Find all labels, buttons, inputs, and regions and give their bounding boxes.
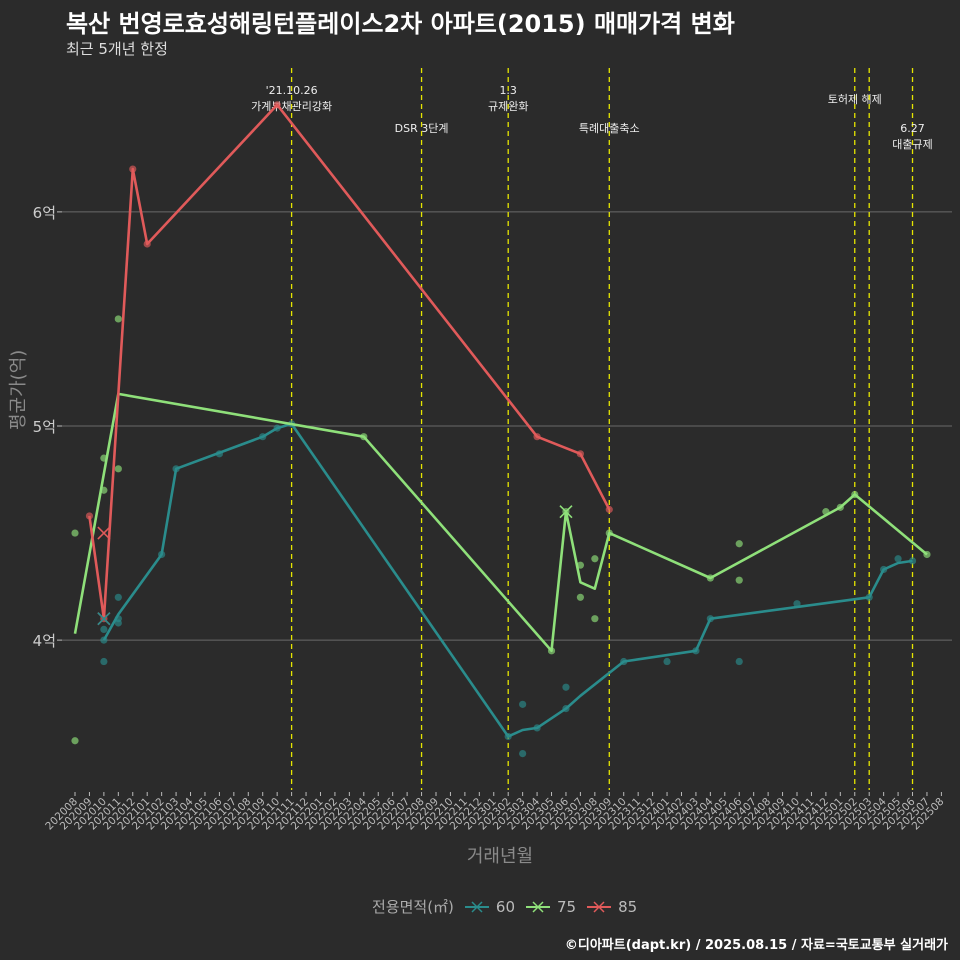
event-label: 1.3 xyxy=(499,84,517,97)
source-caption: ©디아파트(dapt.kr) / 2025.08.15 / 자료=국토교통부 실… xyxy=(564,938,948,953)
data-point-60 xyxy=(114,593,122,601)
data-point-60 xyxy=(735,657,743,666)
y-tick-label: 5억 xyxy=(33,418,56,436)
x-axis-label: 거래년월 xyxy=(466,846,534,867)
cross-marker-60 xyxy=(97,612,111,626)
data-point-75 xyxy=(114,465,122,473)
event-label: 가계부채관리강화 xyxy=(251,100,332,113)
data-point-60 xyxy=(894,555,902,563)
legend-label-85: 85 xyxy=(618,897,638,916)
legend-item-60: 60 xyxy=(464,898,515,916)
event-label: 토허제 해제 xyxy=(828,92,882,106)
series-line-60 xyxy=(102,422,913,738)
y-axis-label: 평균가(억) xyxy=(8,349,29,430)
legend: 전용면적(㎡) 60 75 85 xyxy=(372,896,637,917)
series-line-75 xyxy=(73,392,928,653)
legend-swatch-85 xyxy=(587,900,612,913)
data-point-60 xyxy=(908,557,917,565)
data-point-60 xyxy=(663,657,671,666)
y-tick-label: 4억 xyxy=(33,632,56,650)
chart-subtitle: 최근 5개년 한정 xyxy=(66,40,168,58)
y-tick-label: 6억 xyxy=(33,204,56,222)
data-point-60 xyxy=(100,625,108,634)
event-label: DSR 3단계 xyxy=(395,122,449,135)
event-label: 특례대출축소 xyxy=(579,122,640,135)
event-label: 6.27 xyxy=(900,122,925,135)
data-point-60 xyxy=(519,700,527,708)
data-point-60 xyxy=(114,619,122,627)
legend-item-75: 75 xyxy=(525,898,576,916)
data-point-75 xyxy=(71,529,79,537)
event-label: '21.10.26 xyxy=(266,84,318,97)
legend-item-85: 85 xyxy=(586,898,637,916)
legend-swatch-60 xyxy=(464,900,489,913)
data-point-60 xyxy=(519,750,527,758)
data-point-75 xyxy=(114,315,122,323)
data-point-75 xyxy=(71,737,79,745)
legend-label-60: 60 xyxy=(495,897,515,916)
data-point-75 xyxy=(591,555,599,563)
series-line-85 xyxy=(88,103,611,620)
data-point-75 xyxy=(735,576,743,584)
data-point-75 xyxy=(591,615,599,623)
legend-title: 전용면적(㎡) xyxy=(372,898,454,916)
chart-title: 복산 번영로효성해링턴플레이스2차 아파트(2015) 매매가격 변화 xyxy=(66,10,735,38)
data-point-75 xyxy=(735,540,743,548)
legend-swatch-75 xyxy=(526,900,550,913)
event-label: 대출규제 xyxy=(892,138,932,151)
legend-label-75: 75 xyxy=(557,897,577,916)
cross-marker-85 xyxy=(97,526,111,540)
data-point-75 xyxy=(576,593,585,601)
cross-marker-75 xyxy=(559,505,573,519)
data-point-60 xyxy=(562,683,570,691)
data-point-60 xyxy=(100,657,108,666)
event-label: 규제완화 xyxy=(488,100,528,113)
